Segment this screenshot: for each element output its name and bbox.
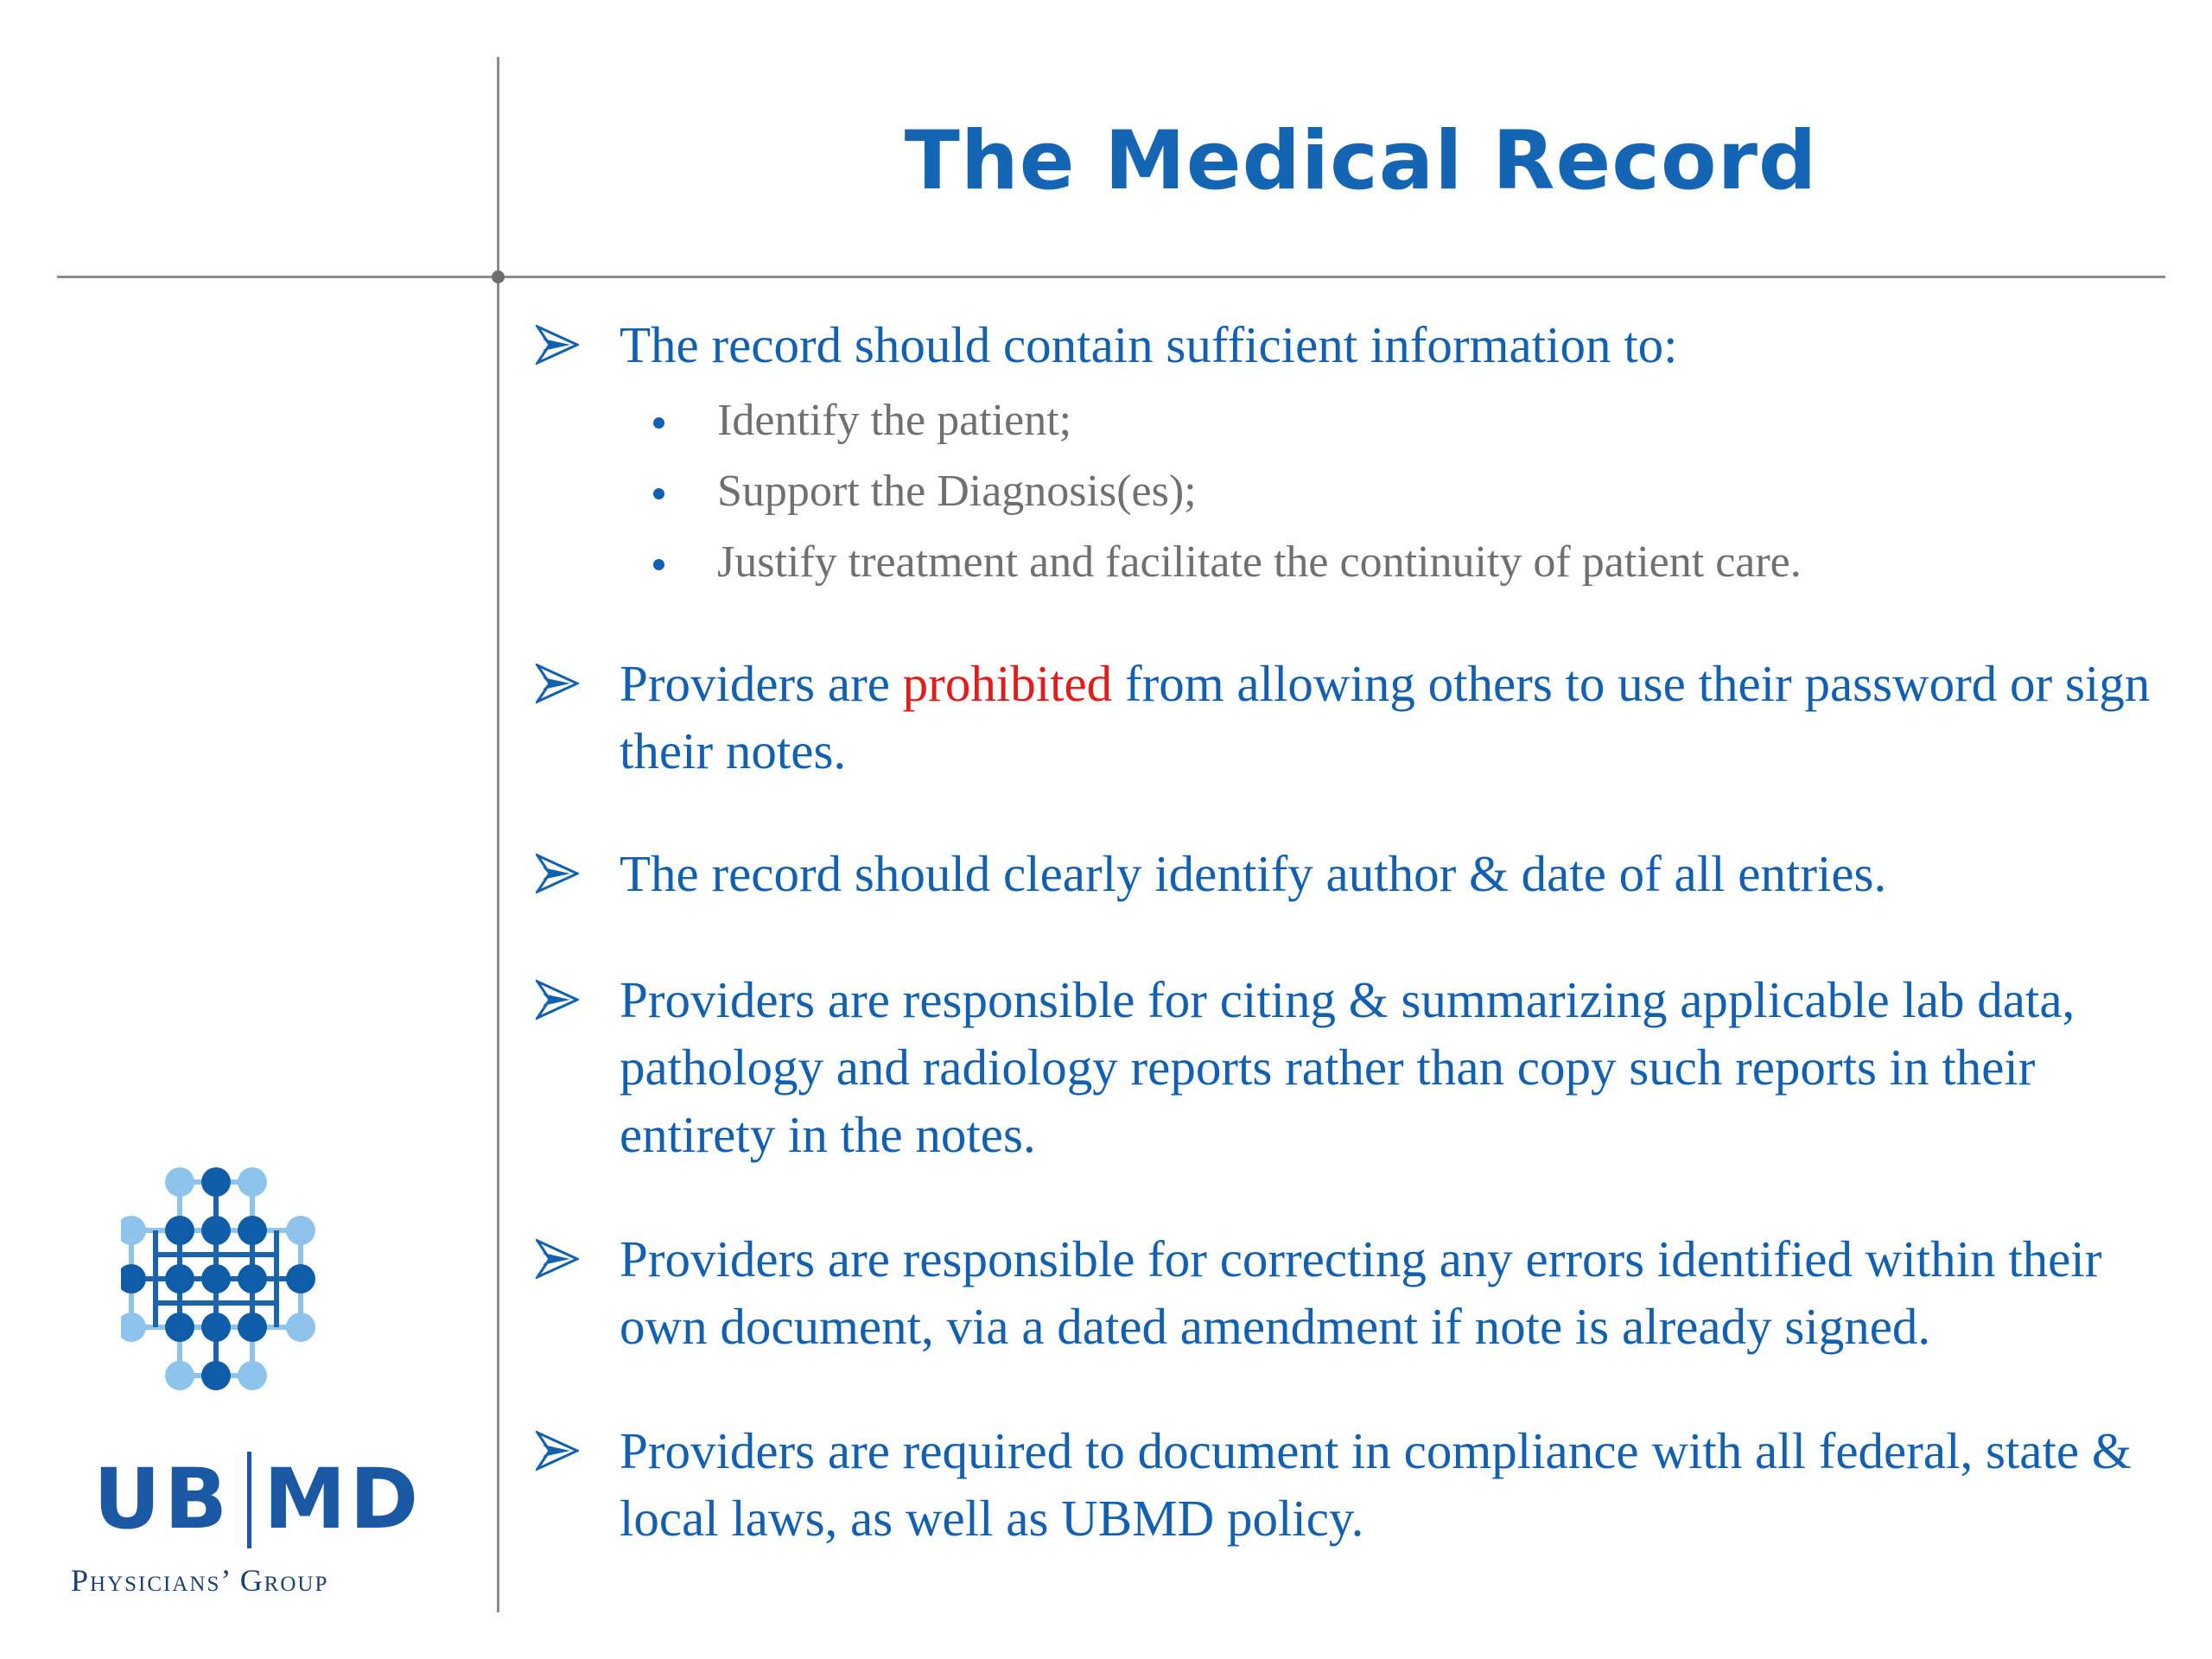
dot-bullet-icon [653, 417, 664, 429]
ubmd-wordmark: UB MD [86, 1451, 432, 1548]
bullet-row: The record should contain sufficient inf… [536, 311, 2177, 378]
arrow-bullet-icon [536, 663, 579, 704]
bullet-row: Providers are responsible for citing & s… [536, 966, 2177, 1168]
bullet-text-start: Providers are [620, 655, 903, 712]
sub-bullet-item: Justify treatment and facilitate the con… [536, 527, 2177, 598]
sub-bullet-text: Justify treatment and facilitate the con… [717, 537, 1802, 587]
bullet-list-item: Providers are responsible for citing & s… [536, 966, 2177, 1168]
sub-bullet-item: Support the Diagnosis(es); [536, 456, 2177, 527]
divider-intersection-dot [492, 270, 505, 283]
page-title: The Medical Record [904, 114, 1818, 208]
bullet-list-item: Providers are prohibited from allowing o… [536, 650, 2177, 785]
arrow-bullet-icon [536, 324, 579, 365]
ubmd-left-text: UB [93, 1451, 232, 1548]
bullet-text: The record should contain sufficient inf… [620, 316, 1678, 373]
bullet-row: Providers are prohibited from allowing o… [536, 650, 2177, 785]
prohibited-highlight: prohibited [902, 655, 1113, 712]
sub-bullet-text: Support the Diagnosis(es); [717, 467, 1197, 516]
bullet-list-item: Providers are required to document in co… [536, 1417, 2177, 1552]
bullet-text: Providers are required to document in co… [620, 1422, 2132, 1547]
sub-bullet-item: Identify the patient; [536, 385, 2177, 456]
arrow-bullet-icon [536, 1430, 579, 1471]
arrow-bullet-icon [536, 979, 579, 1020]
arrow-bullet-icon [536, 853, 579, 894]
ubmd-divider-bar [247, 1452, 251, 1548]
sub-bullet-text: Identify the patient; [717, 396, 1072, 445]
dot-bullet-icon [653, 488, 664, 499]
arrow-bullet-icon [536, 1238, 579, 1280]
molecule-grid-logo [121, 1167, 315, 1390]
bullet-text: The record should clearly identify autho… [620, 845, 1887, 902]
bullet-list-item: The record should contain sufficient inf… [536, 311, 2177, 598]
bullet-text-end: from allowing others to use their passwo… [620, 655, 2151, 779]
bullet-row: Providers are responsible for correcting… [536, 1225, 2177, 1360]
bullet-list-item: Providers are responsible for correcting… [536, 1225, 2177, 1360]
bullet-list-item: The record should clearly identify autho… [536, 840, 2177, 907]
sub-bullet-list: Identify the patient; Support the Diagno… [536, 385, 2177, 598]
bullet-row: Providers are required to document in co… [536, 1417, 2177, 1552]
horizontal-divider [57, 276, 2165, 278]
dot-bullet-icon [653, 559, 664, 570]
physicians-group-label: Physicians’ Group [71, 1563, 329, 1598]
bullet-text: Providers are responsible for correcting… [620, 1230, 2102, 1355]
bullet-text: Providers are responsible for citing & s… [620, 971, 2075, 1163]
vertical-divider [497, 57, 499, 1612]
bullet-row: The record should clearly identify autho… [536, 840, 2177, 907]
ubmd-right-text: MD [264, 1451, 423, 1548]
